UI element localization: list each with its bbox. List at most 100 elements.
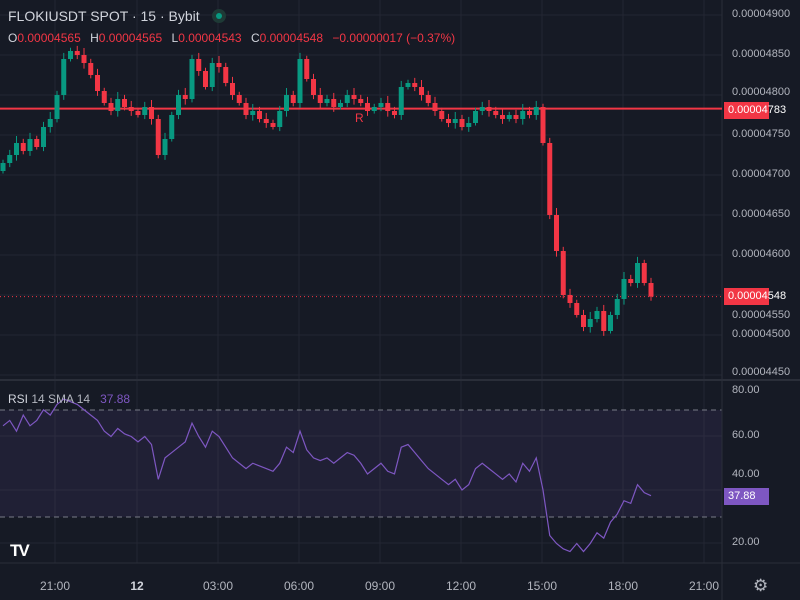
- price-tick: 0.00004550: [732, 309, 791, 321]
- candle-body: [351, 95, 357, 99]
- candle-body: [277, 111, 283, 127]
- candle-body: [101, 91, 107, 103]
- candle-body: [344, 95, 350, 103]
- high-label: H: [90, 31, 99, 45]
- rsi-line: [2, 398, 652, 553]
- open-label: O: [8, 31, 18, 45]
- candle-body: [554, 215, 559, 251]
- candle-body: [142, 107, 148, 115]
- candle-body: [196, 59, 202, 71]
- candle-body: [47, 119, 53, 127]
- candle-body: [398, 87, 404, 115]
- candle-body: [493, 111, 499, 115]
- price-tick: 0.00004800: [732, 86, 791, 98]
- rsi-legend[interactable]: RSI 14 SMA 14 37.88: [8, 392, 130, 406]
- candle-body: [115, 99, 121, 111]
- candle-body: [371, 107, 377, 111]
- candle-body: [263, 119, 269, 123]
- candle-body: [500, 115, 505, 119]
- candle-body: [297, 59, 303, 103]
- candle-body: [601, 311, 607, 331]
- candle-body: [641, 263, 647, 283]
- candle-body: [439, 111, 445, 119]
- candle-body: [68, 51, 73, 59]
- candle-body: [257, 111, 262, 119]
- high-value: 0.00004565: [98, 31, 163, 45]
- candle-body: [594, 311, 600, 319]
- candle-body: [358, 99, 364, 103]
- candle-body: [635, 263, 640, 283]
- price-tick: 0.00004750: [732, 128, 791, 140]
- time-tick: 21:00: [39, 579, 71, 593]
- rsi-tick: 20.00: [732, 536, 760, 548]
- candle-body: [587, 319, 593, 327]
- candle-body: [473, 111, 478, 123]
- candle-body: [189, 59, 195, 99]
- time-tick: 12: [130, 579, 144, 593]
- candle-body: [162, 139, 168, 155]
- candle-body: [311, 79, 316, 95]
- candle-body: [7, 155, 13, 163]
- candle-body: [547, 143, 553, 215]
- alert-price-label: 0.00004783: [724, 102, 786, 119]
- candle-body: [466, 123, 472, 127]
- change-value: −0.00000017 (−0.37%): [332, 31, 456, 45]
- candle-body: [155, 119, 161, 155]
- candle-body: [108, 103, 114, 111]
- candle-body: [290, 95, 296, 103]
- price-tick: 0.00004450: [732, 366, 791, 378]
- open-value: 0.00004565: [17, 31, 81, 45]
- price-tick: 0.00004500: [732, 328, 791, 340]
- candle-body: [270, 123, 276, 127]
- candle-body: [331, 99, 337, 107]
- low-label: L: [171, 31, 179, 45]
- close-value: 0.00004548: [259, 31, 324, 45]
- candle-body: [34, 139, 40, 147]
- time-tick: 06:00: [283, 579, 315, 593]
- candle-body: [581, 315, 586, 327]
- candle-body: [392, 111, 397, 115]
- candle-body: [527, 111, 532, 115]
- time-tick: 03:00: [202, 579, 234, 593]
- price-tick: 0.00004600: [732, 248, 791, 260]
- candle-body: [621, 279, 627, 299]
- close-label: C: [250, 31, 260, 45]
- candle-body: [608, 315, 613, 331]
- time-tick: 18:00: [607, 579, 639, 593]
- candle-body: [203, 71, 208, 87]
- price-tick: 0.00004700: [732, 168, 791, 180]
- chart-marker[interactable]: R: [355, 111, 364, 125]
- candle-body: [317, 95, 323, 103]
- settings-gear-icon[interactable]: ⚙: [753, 576, 769, 595]
- candle-body: [385, 103, 391, 111]
- candle-body: [452, 119, 458, 123]
- candle-body: [250, 111, 256, 115]
- candle-body: [216, 63, 222, 67]
- candle-body: [432, 103, 438, 111]
- candle-body: [223, 67, 229, 83]
- candle-body: [648, 283, 654, 297]
- candle-body: [27, 139, 33, 151]
- candle-body: [560, 251, 566, 295]
- candle-body: [74, 51, 80, 55]
- candle-body: [446, 119, 451, 123]
- candle-body: [54, 95, 60, 119]
- tradingview-logo[interactable]: TV: [10, 541, 30, 560]
- low-value: 0.00004543: [178, 31, 242, 45]
- candle-body: [425, 95, 431, 103]
- candle-body: [304, 59, 310, 79]
- rsi-value-label: 37.88: [724, 488, 769, 505]
- candle-body: [533, 107, 539, 115]
- rsi-tick: 80.00: [732, 384, 760, 396]
- candle-body: [243, 103, 249, 115]
- candle-body: [81, 55, 87, 63]
- candle-body: [128, 107, 134, 111]
- candle-body: [236, 95, 242, 103]
- candle-body: [412, 83, 418, 87]
- symbol-header[interactable]: FLOKIUSDT SPOT · 15 · Bybit: [8, 8, 226, 24]
- candle-body: [230, 83, 235, 95]
- candle-body: [61, 59, 67, 95]
- candle-body: [574, 303, 580, 315]
- candle-body: [149, 107, 154, 119]
